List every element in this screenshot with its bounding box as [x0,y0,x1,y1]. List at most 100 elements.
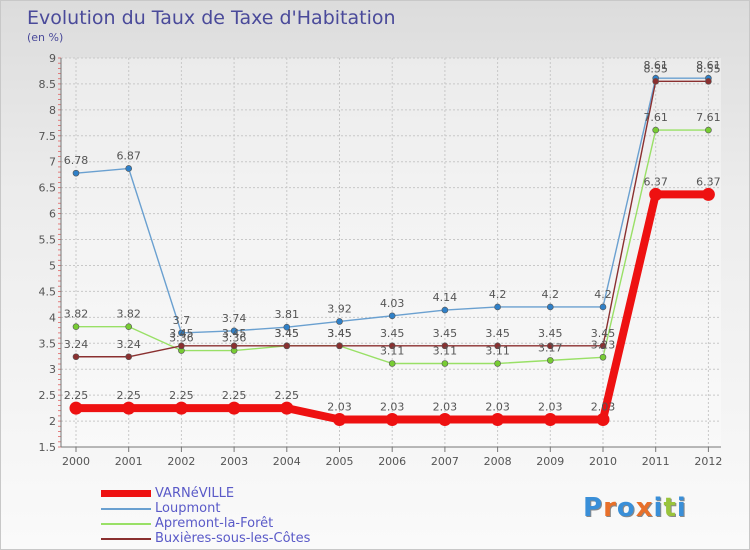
data-label: 3.45 [275,327,300,340]
data-label: 3.92 [327,302,352,315]
x-tick-label: 2003 [220,455,248,468]
data-label: 3.36 [222,332,247,345]
data-label: 2.25 [64,389,89,402]
y-tick-label: 2.5 [39,389,57,402]
logo-letter: i [676,493,687,523]
chart-title: Evolution du Taux de Taxe d'Habitation [27,7,396,29]
data-label: 8.61 [643,59,668,72]
data-point [72,169,80,177]
data-point [388,312,396,320]
data-point [652,78,660,85]
data-point [72,353,80,361]
logo-letter: o [616,493,636,523]
x-tick-label: 2009 [536,455,564,468]
data-label: 3.45 [327,327,352,340]
data-point [122,401,136,415]
data-label: 3.23 [591,338,616,351]
data-point [125,323,132,330]
legend-label: Buxières-sous-les-Côtes [155,531,311,546]
data-point [388,360,396,367]
data-label: 3.82 [116,308,141,321]
y-tick-label: 6.5 [39,182,57,195]
data-point [494,342,501,350]
data-point [230,342,238,350]
y-tick-label: 4 [49,311,56,324]
legend-item-varneville: VARNéVILLE [101,486,234,501]
data-label: 3.36 [169,332,194,345]
x-tick-label: 2002 [167,455,195,468]
x-tick-label: 2001 [115,455,143,468]
data-label: 2.03 [591,401,616,414]
data-label: 3.45 [169,327,194,340]
data-point [494,303,501,311]
data-label: 3.17 [538,341,563,354]
data-label: 3.24 [116,338,141,351]
chart-subtitle: (en %) [27,31,64,44]
data-label: 3.45 [380,327,405,340]
data-label: 6.37 [643,175,668,188]
data-point [336,318,343,325]
data-label: 8.55 [696,62,721,75]
data-point [441,306,449,314]
y-tick-label: 3 [49,363,56,376]
data-point [174,401,188,415]
data-label: 2.03 [380,401,405,414]
legend-label: VARNéVILLE [155,486,235,501]
data-point [494,360,501,367]
data-label: 2.25 [222,389,247,402]
data-point [599,303,607,311]
data-point [280,401,294,415]
legend-label: Loupmont [155,501,221,516]
data-label: 6.78 [64,154,89,167]
data-label: 2.25 [169,389,194,402]
data-point [596,413,610,427]
x-tick-label: 2005 [326,455,354,468]
data-label: 3.45 [538,327,563,340]
data-label: 2.25 [116,389,141,402]
data-label: 3.74 [222,312,247,325]
data-point [599,342,607,350]
data-point [438,413,452,427]
data-label: 2.03 [538,401,563,414]
data-label: 3.45 [327,327,352,340]
data-label: 6.87 [116,149,141,162]
data-point [543,413,557,427]
data-label: 3.81 [275,308,300,321]
logo-letter: P [583,493,604,523]
logo-letter: x [635,493,654,523]
data-label: 3.45 [433,327,458,340]
x-tick-label: 2007 [431,455,459,468]
legend-swatch [101,522,151,525]
data-point [546,342,554,350]
data-label: 7.61 [696,111,721,124]
x-tick-label: 2000 [62,455,90,468]
data-point [69,401,83,415]
data-label: 3.45 [485,327,510,340]
data-label: 7.61 [643,111,668,124]
data-point [336,342,343,350]
data-label: 8.61 [696,59,721,72]
data-label: 3.11 [485,344,510,357]
legend-item-loupmont: Loupmont [101,501,220,516]
data-label: 4.03 [380,297,405,310]
data-point [385,413,399,427]
data-label: 4.2 [594,288,612,301]
data-point [705,126,712,134]
x-tick-label: 2011 [642,455,670,468]
data-point [230,327,238,335]
data-label: 3.11 [380,344,405,357]
data-point [333,413,346,427]
legend-item-buxieres: Buxières-sous-les-Côtes [101,531,310,546]
x-tick-label: 2006 [378,455,406,468]
legend-label: Apremont-la-Forêt [155,516,274,531]
y-tick-label: 6 [49,208,56,221]
x-tick-label: 2004 [273,455,301,468]
data-label: 3.7 [173,314,191,327]
data-point [701,187,715,201]
y-tick-label: 7 [49,156,56,169]
data-label: 3.82 [64,308,89,321]
y-tick-label: 1.5 [39,441,57,454]
data-label: 4.2 [489,288,507,301]
data-point [546,303,554,311]
